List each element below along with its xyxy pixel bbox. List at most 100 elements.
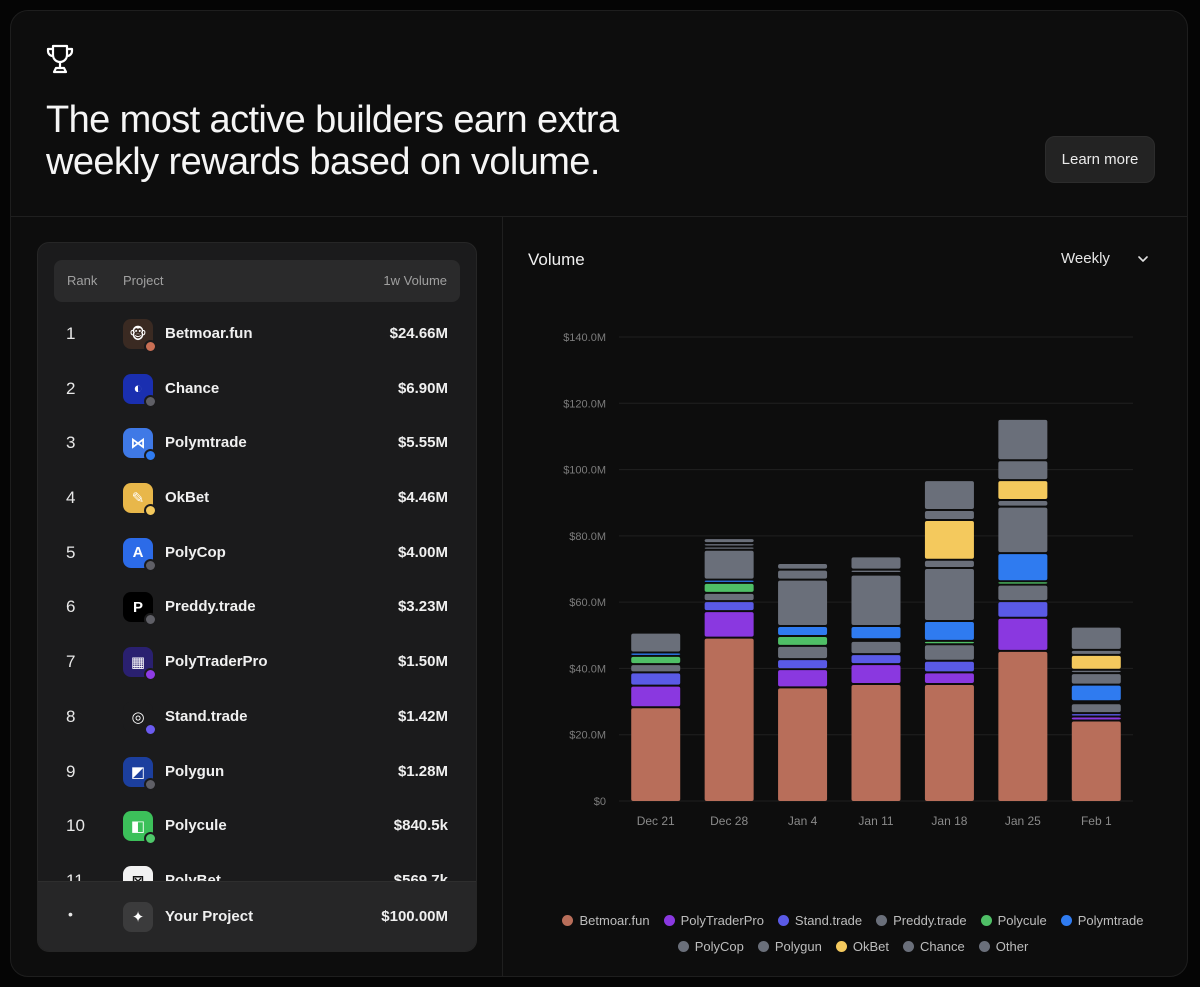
bar-segment[interactable] [851, 665, 901, 683]
bar-segment[interactable] [924, 685, 974, 801]
bar-segment[interactable] [924, 661, 974, 672]
bar-segment[interactable] [704, 547, 754, 549]
bar-segment[interactable] [778, 564, 828, 569]
bar-segment[interactable] [998, 419, 1048, 460]
row-volume: $4.46M [397, 489, 448, 507]
bar-segment[interactable] [924, 641, 974, 644]
leaderboard-row[interactable]: 3 ⋈ Polymtrade $5.55M [38, 416, 476, 471]
bar-segment[interactable] [704, 602, 754, 611]
leaderboard-row[interactable]: 4 ✎ OkBet $4.46M [38, 471, 476, 526]
bar-segment[interactable] [778, 660, 828, 669]
bar-segment[interactable] [998, 481, 1048, 500]
bar-segment[interactable] [924, 569, 974, 621]
bar-segment[interactable] [704, 580, 754, 582]
bar-segment[interactable] [1071, 685, 1121, 701]
bar-segment[interactable] [704, 544, 754, 546]
bar-segment[interactable] [1071, 655, 1121, 669]
bar-segment[interactable] [631, 686, 681, 707]
leaderboard-row[interactable]: 2 ◐ Chance $6.90M [38, 362, 476, 417]
your-project-row[interactable]: • ✦ Your Project $100.00M [38, 881, 476, 951]
bar-segment[interactable] [778, 688, 828, 801]
bar-segment[interactable] [851, 627, 901, 639]
leaderboard-header: Rank Project 1w Volume [54, 260, 460, 302]
bar-segment[interactable] [1071, 674, 1121, 684]
leaderboard-row[interactable]: 7 ▦ PolyTraderPro $1.50M [38, 635, 476, 690]
bar-segment[interactable] [998, 602, 1048, 617]
legend-item[interactable]: Other [978, 939, 1028, 954]
bar-segment[interactable] [778, 636, 828, 645]
leaderboard-row[interactable]: 1 🐵 Betmoar.fun $24.66M [38, 307, 476, 362]
x-tick-label: Jan 4 [788, 814, 818, 828]
bar-segment[interactable] [631, 673, 681, 685]
learn-more-button[interactable]: Learn more [1045, 136, 1155, 183]
your-project-rank: • [68, 906, 73, 922]
bar-segment[interactable] [998, 507, 1048, 553]
bar-segment[interactable] [631, 653, 681, 655]
leaderboard-row[interactable]: 11 ⊠ PolyBet $569.7k [38, 854, 476, 881]
bar-segment[interactable] [998, 585, 1048, 601]
bar-segment[interactable] [1071, 721, 1121, 801]
bar-segment[interactable] [998, 461, 1048, 480]
bar-segment[interactable] [778, 570, 828, 579]
bar-segment[interactable] [704, 612, 754, 637]
bar-segment[interactable] [1071, 670, 1121, 673]
bar-segment[interactable] [851, 557, 901, 569]
bar-segment[interactable] [851, 641, 901, 654]
bar-segment[interactable] [778, 670, 828, 687]
bar-segment[interactable] [778, 646, 828, 659]
bar-segment[interactable] [778, 580, 828, 625]
leaderboard-row[interactable]: 6 P Preddy.trade $3.23M [38, 580, 476, 635]
leaderboard-row[interactable]: 5 A PolyCop $4.00M [38, 526, 476, 581]
bar-segment[interactable] [631, 633, 681, 652]
bar-segment[interactable] [704, 638, 754, 801]
bar-segment[interactable] [704, 583, 754, 592]
legend-item[interactable]: Polymtrade [1060, 913, 1144, 928]
legend-item[interactable]: Preddy.trade [876, 913, 967, 928]
legend-item[interactable]: PolyCop [677, 939, 744, 954]
bar-segment[interactable] [998, 501, 1048, 506]
bar-segment[interactable] [704, 550, 754, 579]
bar-segment[interactable] [998, 554, 1048, 581]
legend-item[interactable]: Betmoar.fun [562, 913, 650, 928]
bar-segment[interactable] [851, 575, 901, 625]
project-logo-glyph: ⋈ [130, 435, 146, 453]
legend-item[interactable]: Chance [902, 939, 965, 954]
bar-segment[interactable] [924, 481, 974, 509]
legend-swatch [978, 940, 990, 952]
bar-segment[interactable] [704, 539, 754, 543]
bar-segment[interactable] [1071, 627, 1121, 649]
legend-item[interactable]: OkBet [835, 939, 889, 954]
bar-segment[interactable] [778, 627, 828, 635]
bar-segment[interactable] [851, 570, 901, 572]
bar-segment[interactable] [924, 622, 974, 640]
bar-segment[interactable] [998, 582, 1048, 584]
bar-segment[interactable] [924, 520, 974, 559]
trophy-icon [46, 44, 74, 74]
bar-segment[interactable] [924, 560, 974, 567]
legend-item[interactable]: PolyTraderPro [663, 913, 764, 928]
legend-item[interactable]: Stand.trade [777, 913, 862, 928]
leaderboard-row[interactable]: 8 ◎ Stand.trade $1.42M [38, 690, 476, 745]
bar-segment[interactable] [924, 673, 974, 683]
leaderboard-row[interactable]: 10 ◧ Polycule $840.5k [38, 799, 476, 854]
bar-segment[interactable] [851, 655, 901, 664]
bar-segment[interactable] [1071, 717, 1121, 720]
bar-segment[interactable] [851, 685, 901, 801]
bar-segment[interactable] [924, 511, 974, 519]
bar-segment[interactable] [1071, 704, 1121, 713]
legend-item[interactable]: Polygun [757, 939, 822, 954]
bar-segment[interactable] [631, 665, 681, 672]
bar-segment[interactable] [1071, 650, 1121, 654]
bar-segment[interactable] [1071, 714, 1121, 716]
row-rank: 4 [66, 488, 76, 508]
bar-segment[interactable] [924, 645, 974, 660]
period-select[interactable]: Weekly [1061, 250, 1151, 272]
row-volume: $1.28M [397, 762, 448, 780]
leaderboard-row[interactable]: 9 ◩ Polygun $1.28M [38, 745, 476, 800]
bar-segment[interactable] [631, 708, 681, 801]
bar-segment[interactable] [998, 618, 1048, 650]
bar-segment[interactable] [631, 656, 681, 664]
bar-segment[interactable] [998, 651, 1048, 801]
bar-segment[interactable] [704, 593, 754, 601]
legend-item[interactable]: Polycule [980, 913, 1047, 928]
